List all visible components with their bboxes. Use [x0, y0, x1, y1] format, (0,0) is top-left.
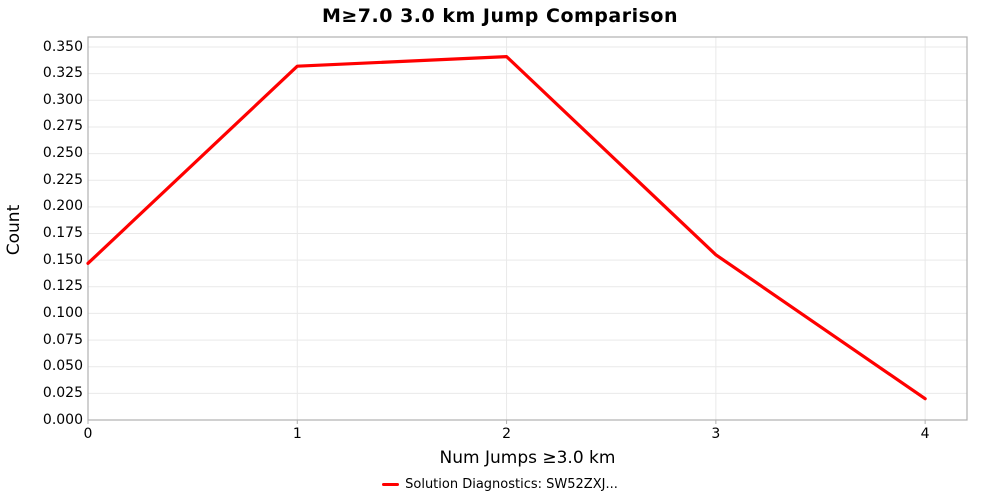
x-axis-title: Num Jumps ≥3.0 km [439, 448, 616, 468]
y-tick-label: 0.000 [42, 411, 83, 428]
legend-line-swatch [382, 482, 400, 487]
data-line-series [86, 55, 927, 401]
y-tick-label: 0.150 [42, 251, 83, 268]
y-tick-label: 0.300 [42, 91, 83, 108]
y-tick-label: 0.200 [42, 198, 83, 215]
y-tick-label: 0.275 [42, 118, 83, 135]
x-tick-label: 4 [920, 426, 930, 442]
y-tick-label: 0.075 [42, 331, 83, 348]
chart-title: M≥7.0 3.0 km Jump Comparison [321, 5, 679, 27]
x-tick-label: 2 [502, 426, 512, 442]
y-tick-label: 0.025 [42, 384, 83, 401]
x-tick-label: 1 [292, 426, 302, 442]
y-tick-label: 0.250 [42, 145, 83, 162]
y-tick-label: 0.175 [42, 225, 83, 241]
y-tick-label: 0.100 [42, 304, 83, 321]
y-tick-label: 0.350 [42, 38, 83, 55]
y-tick-label: 0.125 [42, 278, 83, 295]
legend: Solution Diagnostics: SW52ZXJ... [0, 477, 1000, 492]
x-tick-label: 0 [83, 426, 93, 442]
y-tick-label: 0.225 [42, 171, 83, 188]
y-axis-title: Count [4, 204, 24, 256]
plot-frame [87, 36, 968, 421]
legend-series-label: Solution Diagnostics: SW52ZXJ... [405, 477, 618, 492]
x-tick-label: 3 [711, 426, 721, 442]
y-tick-label: 0.050 [42, 358, 83, 375]
y-tick-label: 0.325 [42, 65, 83, 82]
